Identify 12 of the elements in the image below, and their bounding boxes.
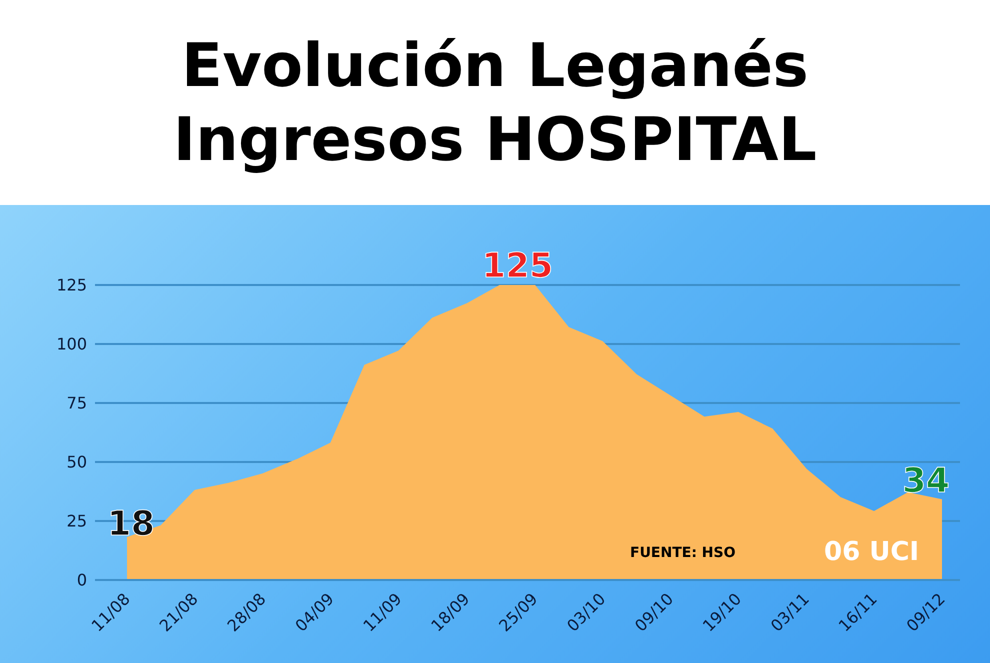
data-label: 34 — [902, 460, 950, 501]
data-label: 18 — [107, 504, 155, 544]
y-tick-label: 100 — [56, 334, 87, 354]
y-tick-label: 0 — [76, 570, 87, 590]
y-tick-label: 125 — [56, 276, 87, 295]
chart-title: Evolución Leganés Ingresos HOSPITAL — [0, 0, 990, 205]
y-tick-label: 25 — [66, 512, 87, 531]
data-label: 125 — [482, 246, 554, 286]
annotation: FUENTE: HSO — [630, 545, 736, 561]
y-tick-label: 75 — [66, 394, 87, 413]
annotation: 06 UCI — [824, 537, 920, 567]
y-tick-label: 50 — [66, 452, 87, 472]
